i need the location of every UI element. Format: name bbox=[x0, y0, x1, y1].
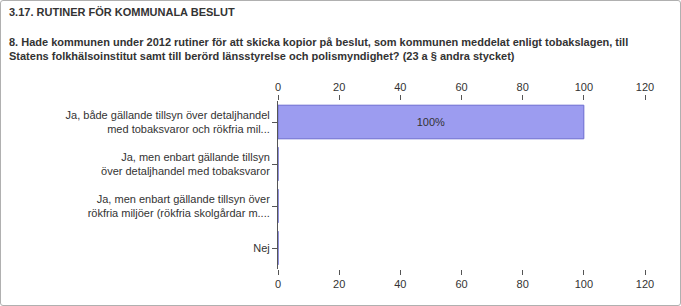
svg-text:40: 40 bbox=[394, 278, 406, 290]
svg-text:100%: 100% bbox=[417, 116, 445, 128]
svg-text:120: 120 bbox=[636, 81, 654, 93]
svg-text:60: 60 bbox=[455, 278, 467, 290]
svg-text:Ja, både gällande tillsyn över: Ja, både gällande tillsyn över detaljhan… bbox=[66, 109, 270, 135]
svg-text:0: 0 bbox=[275, 278, 281, 290]
svg-text:40: 40 bbox=[394, 81, 406, 93]
svg-text:Nej: Nej bbox=[253, 242, 270, 254]
svg-text:0: 0 bbox=[275, 81, 281, 93]
svg-text:20: 20 bbox=[333, 278, 345, 290]
svg-text:80: 80 bbox=[517, 278, 529, 290]
html-text:8. Hade kommunen under 2012 ru: 8. Hade kommunen under 2012 rutiner för … bbox=[9, 36, 629, 62]
svg-text:80: 80 bbox=[517, 81, 529, 93]
svg-text:100: 100 bbox=[575, 278, 593, 290]
svg-text:120: 120 bbox=[636, 278, 654, 290]
svg-text:100: 100 bbox=[575, 81, 593, 93]
svg-text:60: 60 bbox=[455, 81, 467, 93]
svg-text:Ja, men enbart gällande tillsy: Ja, men enbart gällande tillsyn överrökf… bbox=[88, 193, 270, 219]
html-text:3.17. RUTINER FÖR KOMMUNALA BE: 3.17. RUTINER FÖR KOMMUNALA BESLUT bbox=[9, 6, 235, 18]
svg-text:Ja, men enbart gällande tillsy: Ja, men enbart gällande tillsynöver deta… bbox=[101, 151, 270, 177]
svg-text:20: 20 bbox=[333, 81, 345, 93]
